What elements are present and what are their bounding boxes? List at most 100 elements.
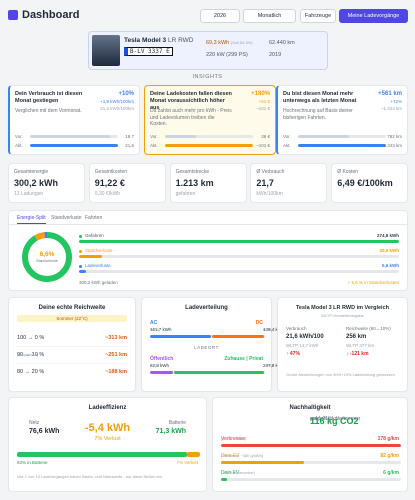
bar-label: Akt. [283, 143, 291, 148]
compare-value: 21,6 kWh/100 [286, 334, 324, 340]
emission-name: Verbrenner [221, 436, 246, 442]
bar-track [150, 371, 265, 374]
sustainability-card: Nachhaltigkeit auf 1.213 km 116 kg CO2 ge… [212, 397, 408, 492]
sessions-button[interactable]: Meine Ladevorgänge [339, 9, 408, 23]
vehicle-image [92, 35, 120, 66]
bar-track [221, 461, 401, 464]
kpi-card: Gesamtkosten 91,22 € 0,30 €/kWh [88, 163, 166, 203]
insight-title: Dein Verbrauch ist diesen Monat gestiege… [15, 91, 83, 104]
bar-label: Vor. [15, 134, 23, 139]
bar-track [298, 144, 386, 147]
bar-track [30, 144, 118, 147]
split-amount: 237,8 kWh [263, 363, 285, 368]
card-title: Ladeeffizienz [88, 405, 127, 411]
kpi-card: Gesamtstrecke 1.213 km gefahren [169, 163, 247, 203]
bar-label: Akt. [15, 143, 23, 148]
row-dot [79, 249, 82, 253]
energy-split-card: Energie-Split Standverluste Fahrten 6,6% Sta… [8, 210, 408, 291]
bar-track [30, 135, 118, 138]
card-title: Deine echte Reichweite [38, 305, 106, 311]
split-amount: 161,7 kWh [150, 327, 172, 332]
compare-label: Reichweite (90→10%) [346, 326, 391, 331]
insight-change: +10% [118, 91, 134, 97]
insight-title: Du bist diesen Monat mehr unterwegs als … [283, 91, 357, 104]
bar-value: 782 km [387, 134, 402, 139]
split-bar [150, 335, 212, 338]
split-bar [150, 371, 174, 374]
savings-suffix: gespart vs. Verbrenner [310, 416, 361, 422]
bar [79, 240, 399, 243]
card-title: Ladeverteilung [185, 305, 228, 311]
insight-text: Du zahlst auch mehr pro kWh - Preis und … [150, 108, 232, 127]
bar-track [165, 135, 253, 138]
bar [165, 135, 197, 138]
tab[interactable]: Fahrten [85, 215, 103, 221]
emission-name: Dein EV [221, 470, 240, 476]
kpi-value: 21,7 [256, 178, 274, 188]
row-label: Gefahren [85, 233, 104, 238]
tab[interactable]: Standverluste [51, 215, 82, 221]
bar-label: Vor. [283, 134, 291, 139]
bar-track [298, 135, 386, 138]
tab[interactable]: Energie-Split [17, 215, 46, 224]
kpi-sub: 0,30 €/kWh [94, 191, 121, 197]
emission-value: 82 g/km [380, 453, 399, 459]
insight-card: Du bist diesen Monat mehr unterwegs als … [276, 85, 408, 155]
row-dot [79, 234, 82, 238]
split-share: 79% [263, 363, 273, 368]
split-label: AC [150, 320, 158, 326]
page-title: Dashboard [22, 9, 80, 21]
tab-divider [9, 224, 407, 225]
separator [17, 363, 127, 364]
bar-label: Akt. [150, 143, 158, 148]
model-year: 2019 [269, 52, 282, 58]
kpi-label: Ø Verbrauch [256, 169, 285, 175]
period-select[interactable]: Monatlich [243, 9, 296, 23]
distribution-card: Ladeverteilung AC 161,7 kWh 54% DC 138,4 kWh… [141, 297, 285, 392]
grid-label: Netz [29, 420, 40, 426]
battery-value: 69,3 kWh [206, 40, 230, 46]
row-value: 20,0 kWh [379, 248, 399, 253]
compare-diff: ↓ -121 km [346, 351, 369, 357]
loss: -5,4 kWh [84, 422, 131, 434]
bar-value: ~101 € [256, 143, 270, 148]
insight-delta: +61 € [258, 99, 270, 104]
emission-bar [221, 461, 304, 464]
bar-track [221, 478, 401, 481]
card-subtitle: WLTP-Herstellerangabe [321, 313, 364, 318]
insight-title: Deine Ladekosten fallen diesen Monat vor… [150, 91, 232, 111]
insight-text: Hochrechnung auf Basis deiner bisherigen… [283, 108, 353, 121]
bar-value: ~1.343 km [380, 143, 402, 148]
savings-amount: 116 kg CO2 [310, 416, 359, 426]
kpi-card: Ø Kosten 6,49 €/100km [331, 163, 409, 203]
emission-note: (100% Erneuerbar) [221, 470, 256, 475]
range-value: ~313 km [105, 335, 127, 341]
insights-heading: INSIGHTS [192, 74, 223, 80]
kpi-value: 91,22 € [94, 178, 125, 188]
emission-note: (7,5 L/100km) [221, 436, 246, 441]
vehicles-button[interactable]: Fahrzeuge [300, 9, 336, 23]
kpi-card: Gesamtenergie 300,2 kWh 13 Ladungen [8, 163, 85, 203]
insight-delta: +72% [390, 99, 402, 104]
loss-share-label: 7% Verlust [176, 460, 198, 465]
bar-value: 21,6 [125, 143, 134, 148]
range-span: 100 → 0 % [17, 335, 45, 341]
vehicle-card[interactable]: Tesla Model 3 LR RWD B-LV 3337 E 69,3 kW… [88, 31, 328, 70]
range-value: ~251 km [105, 352, 127, 358]
split-share: 54% [150, 327, 160, 332]
insight-change: +180% [251, 91, 270, 97]
odometer: 62.440 km [269, 40, 295, 46]
kpi-label: Gesamtenergie [14, 169, 49, 175]
bar [79, 255, 103, 258]
battery-bar [17, 452, 188, 457]
license-plate: B-LV 3337 E [124, 47, 173, 56]
battery-share-label: 93% in Batterie [17, 460, 48, 465]
bar-track [150, 335, 265, 338]
year-select[interactable]: 2026 [200, 9, 240, 23]
range-card: Deine echte Reichweite Sommer (22°C) 100 →… [8, 297, 136, 392]
row-label: Standverluste [85, 248, 113, 253]
insight-delta: +1,9 kWh/100km [100, 99, 134, 104]
bar [298, 144, 386, 147]
bar [30, 135, 111, 138]
